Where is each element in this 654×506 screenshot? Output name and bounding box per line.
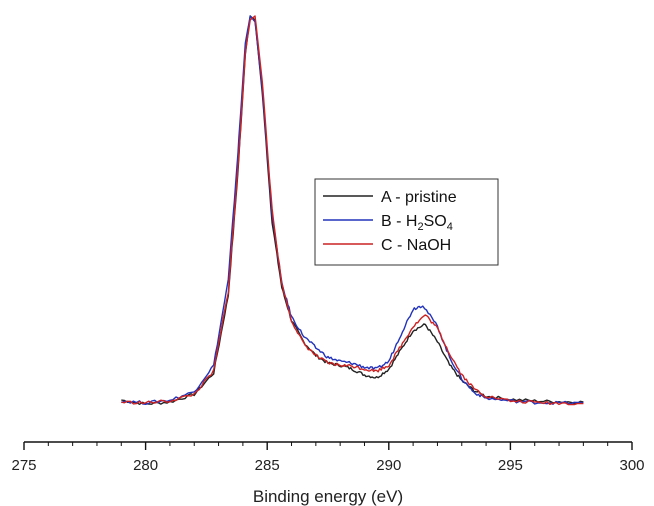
series-line — [121, 15, 584, 406]
legend-label: A - pristine — [381, 189, 457, 206]
legend-box — [314, 178, 499, 266]
legend-label: B - H2SO4 — [381, 213, 453, 233]
plot-area — [121, 15, 584, 406]
x-axis-title: Binding energy (eV) — [253, 487, 403, 506]
x-tick-label: 275 — [11, 457, 36, 474]
series-line — [121, 15, 584, 405]
x-axis-ticks: 275 280 285 290 295 300 — [11, 442, 645, 474]
x-tick-label: 290 — [376, 457, 401, 474]
x-tick-label: 295 — [498, 457, 523, 474]
x-tick-label: 280 — [133, 457, 158, 474]
legend: A - pristine B - H2SO4 C - NaOH — [314, 178, 499, 266]
x-tick-label: 285 — [255, 457, 280, 474]
legend-label: C - NaOH — [381, 237, 451, 254]
x-tick-label: 300 — [619, 457, 644, 474]
